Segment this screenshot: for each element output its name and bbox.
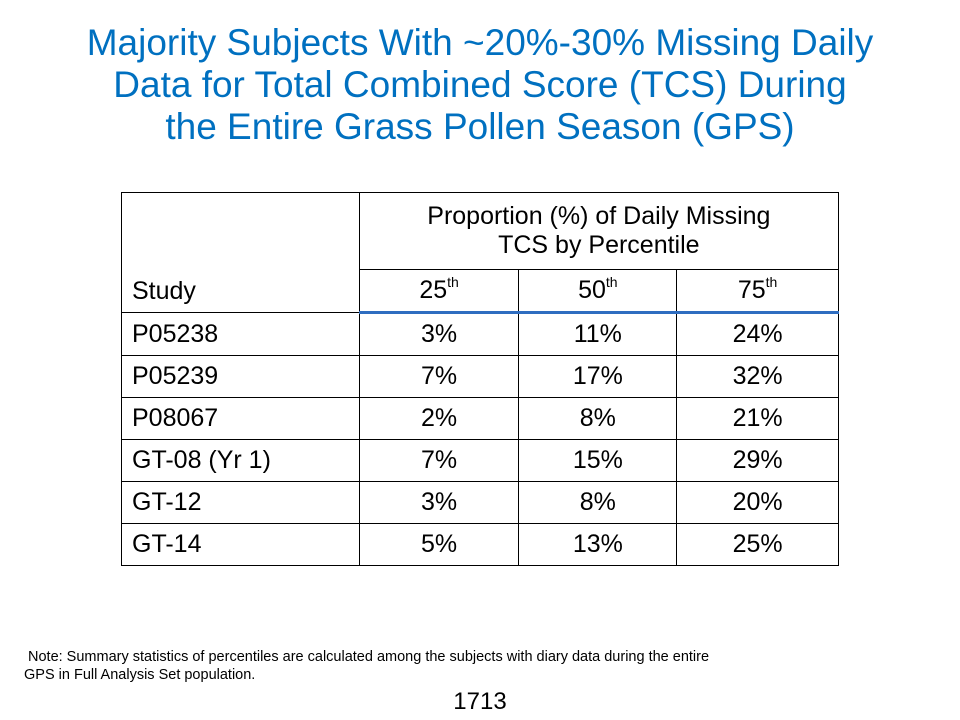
p25-cell: 2% — [358, 397, 520, 440]
p25-cell: 7% — [358, 355, 520, 398]
p50-cell: 15% — [518, 439, 678, 482]
p50-cell: 13% — [518, 523, 678, 566]
study-cell: P08067 — [121, 397, 360, 440]
p50-cell: 17% — [518, 355, 678, 398]
percentile-50-number: 50 — [578, 276, 606, 304]
percentile-header-25: 25th — [358, 269, 520, 314]
missing-data-table: Study Proportion (%) of Daily Missing TC… — [121, 192, 840, 566]
slide-title-line-3: the Entire Grass Pollen Season (GPS) — [165, 106, 795, 147]
percentile-header-50: 50th — [518, 269, 678, 314]
percentile-25-suffix: th — [447, 274, 459, 290]
percentile-50-suffix: th — [605, 274, 618, 290]
p75-cell: 29% — [676, 439, 839, 482]
percentile-header-75: 75th — [676, 269, 839, 314]
p75-cell: 24% — [676, 312, 839, 356]
p75-cell: 25% — [676, 523, 839, 566]
p25-cell: 7% — [358, 439, 520, 482]
table-row: P05238 3% 11% 24% — [121, 312, 839, 356]
study-cell: GT-12 — [121, 481, 360, 524]
p50-cell: 8% — [518, 481, 678, 524]
percentile-25-number: 25 — [419, 276, 448, 304]
p50-cell: 8% — [518, 397, 678, 440]
study-cell: P05239 — [121, 355, 360, 398]
study-cell: GT-08 (Yr 1) — [121, 439, 360, 482]
p75-cell: 20% — [676, 481, 839, 524]
footnote-line-2: GPS in Full Analysis Set population. — [24, 667, 256, 683]
percentile-header-row: 25th 50th 75th — [122, 269, 839, 314]
table-row: P05239 7% 17% 32% — [121, 355, 839, 398]
slide-title-line-2: Data for Total Combined Score (TCS) Duri… — [113, 64, 847, 105]
proportion-group-header: Proportion (%) of Daily Missing TCS by P… — [358, 192, 840, 270]
p25-cell: 5% — [358, 523, 520, 566]
study-cell: GT-14 — [121, 523, 360, 566]
p75-cell: 32% — [676, 355, 839, 398]
table-row: GT-14 5% 13% 25% — [121, 523, 839, 566]
study-cell: P05238 — [121, 312, 360, 356]
proportion-header-line-2: TCS by Percentile — [498, 231, 700, 259]
percentile-75-suffix: th — [765, 274, 778, 290]
p75-cell: 21% — [676, 397, 839, 440]
page-number: 1713 — [453, 688, 507, 715]
table-header-row: Study Proportion (%) of Daily Missing TC… — [121, 192, 840, 313]
footnote: Note: Summary statistics of percentiles … — [24, 648, 924, 684]
slide-title-line-1: Majority Subjects With ~20%-30% Missing … — [86, 22, 874, 63]
p25-cell: 3% — [358, 481, 520, 524]
table-row: GT-08 (Yr 1) 7% 15% 29% — [121, 439, 839, 482]
study-column-header: Study — [121, 192, 360, 313]
proportion-header-line-1: Proportion (%) of Daily Missing — [427, 202, 771, 230]
p25-cell: 3% — [358, 312, 520, 356]
percentile-75-number: 75 — [737, 276, 766, 304]
table-row: GT-12 3% 8% 20% — [121, 481, 839, 524]
slide-title: Majority Subjects With ~20%-30% Missing … — [0, 22, 960, 148]
p50-cell: 11% — [518, 312, 678, 356]
table-row: P08067 2% 8% 21% — [121, 397, 839, 440]
footnote-line-1: Note: Summary statistics of percentiles … — [28, 649, 710, 665]
